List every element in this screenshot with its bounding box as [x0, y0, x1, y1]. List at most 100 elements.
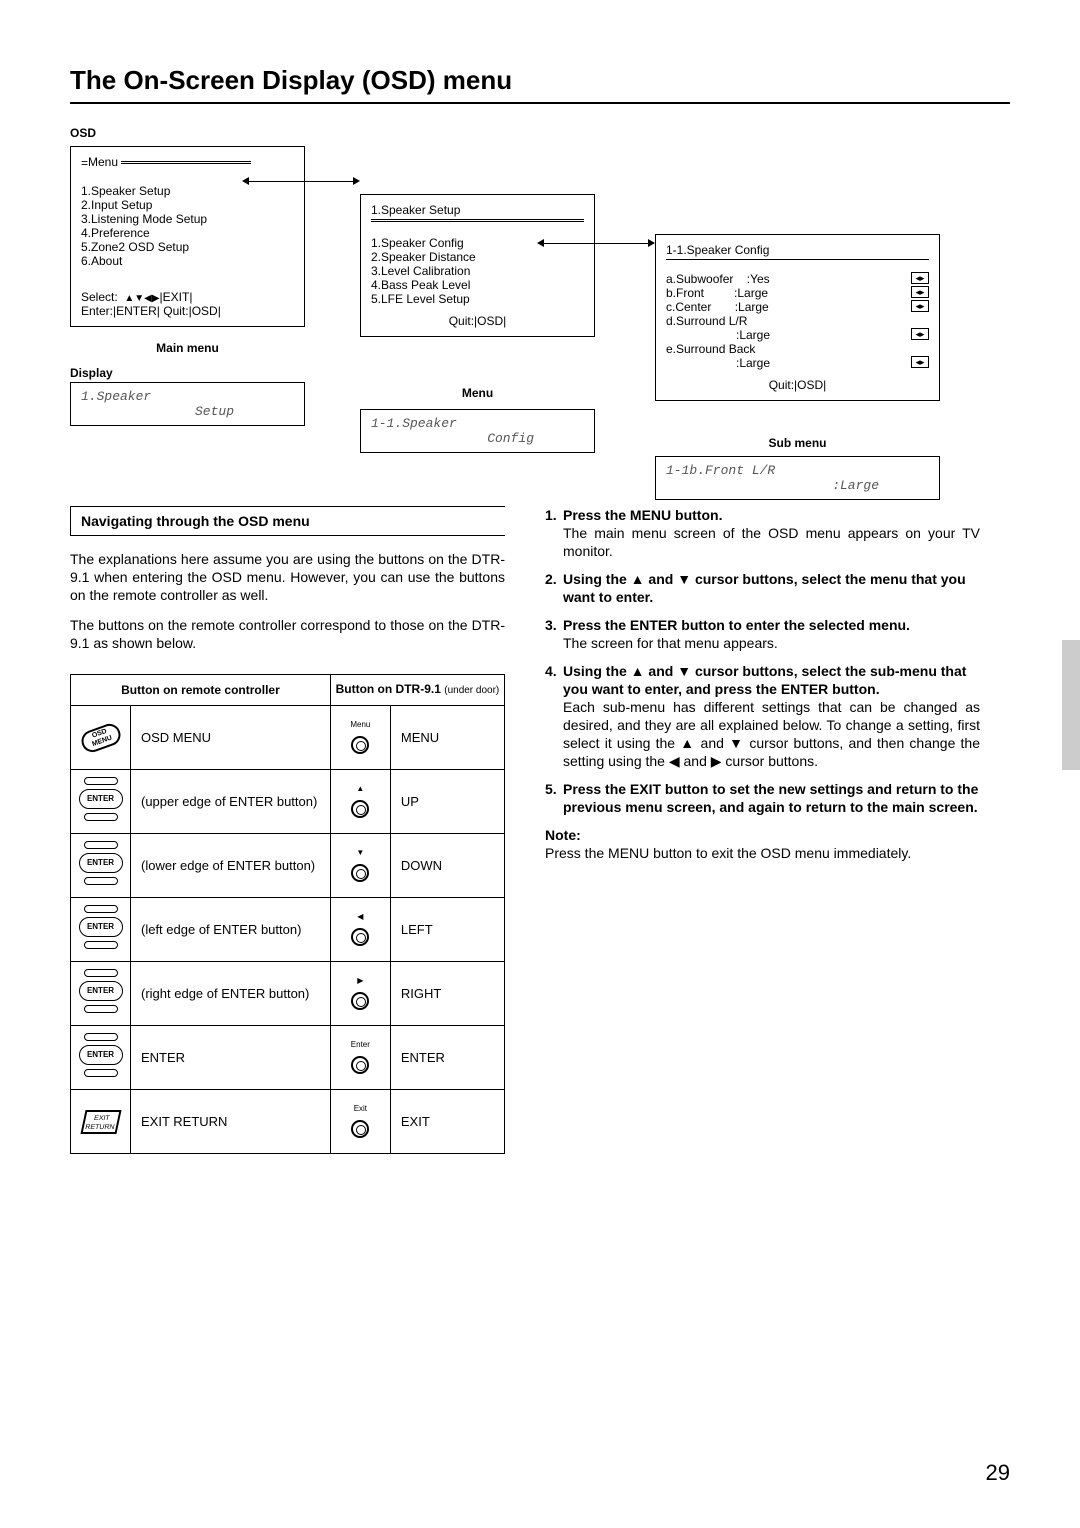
step2-h: Using the ▲ and ▼ cursor buttons, select… — [563, 570, 980, 606]
select-label: Select: — [81, 290, 118, 304]
sub-caption: Sub menu — [655, 436, 940, 450]
front-button-icon — [351, 928, 369, 946]
remote-icon-cell: EXITRETURN — [71, 1090, 131, 1154]
remote-icon-cell: ENTER — [71, 962, 131, 1026]
osd-label: OSD — [70, 126, 1010, 140]
front-btn-toplabel: ▼ — [331, 844, 390, 862]
sub-quit: Quit:|OSD| — [666, 378, 929, 392]
main-item: 5.Zone2 OSD Setup — [81, 240, 294, 254]
front-button-icon — [351, 1120, 369, 1138]
front-label: RIGHT — [390, 962, 504, 1026]
front-icon-cell: Exit — [330, 1090, 390, 1154]
front-btn-toplabel: ◀ — [331, 908, 390, 926]
osd-flow-diagram: OSD =Menu 1.Speaker Setup 2.Input Setup … — [70, 126, 1010, 496]
page-tab-edge — [1062, 640, 1080, 770]
sub-v: :Large — [666, 356, 770, 370]
main-item: 2.Input Setup — [81, 198, 294, 212]
osd-menu-icon: OSDMENU — [78, 720, 123, 754]
remote-label: ENTER — [131, 1026, 331, 1090]
remote-icon-cell: ENTER — [71, 834, 131, 898]
remote-label: (left edge of ENTER button) — [131, 898, 331, 962]
step5-h: Press the EXIT button to set the new set… — [563, 780, 980, 816]
front-btn-toplabel: ▲ — [331, 780, 390, 798]
adjust-icon: ◂▸ — [911, 300, 929, 312]
enter-button-icon: ENTER — [79, 841, 123, 885]
step1-b: The main menu screen of the OSD menu app… — [545, 524, 980, 560]
remote-label: OSD MENU — [131, 706, 331, 770]
select-sym: |EXIT| — [160, 290, 193, 304]
sub-v: :Large — [734, 286, 768, 300]
main-item: 6.About — [81, 254, 294, 268]
step3-b: The screen for that menu appears. — [545, 634, 980, 652]
nav-p2: The buttons on the remote controller cor… — [70, 616, 505, 652]
front-label: DOWN — [390, 834, 504, 898]
sub-k: d.Surround L/R — [666, 314, 747, 328]
front-label: EXIT — [390, 1090, 504, 1154]
front-label: MENU — [390, 706, 504, 770]
enter-button-icon: ENTER — [79, 969, 123, 1013]
menu-item: 3.Level Calibration — [371, 264, 584, 278]
disp2-l2: Config — [371, 431, 584, 446]
exit-return-icon: EXITRETURN — [80, 1110, 121, 1134]
front-icon-cell: ▲ — [330, 770, 390, 834]
note-head: Note: — [545, 826, 980, 844]
step4-h: Using the ▲ and ▼ cursor buttons, select… — [563, 662, 980, 698]
osd-menu-box: 1.Speaker Setup 1.Speaker Config 2.Speak… — [360, 194, 595, 337]
front-btn-toplabel: Exit — [331, 1100, 390, 1118]
steps-list: 1.Press the MENU button. The main menu s… — [545, 506, 980, 816]
remote-icon-cell: ENTER — [71, 1026, 131, 1090]
display-label: Display — [70, 366, 113, 380]
main-item: 3.Listening Mode Setup — [81, 212, 294, 226]
menu-item: 2.Speaker Distance — [371, 250, 584, 264]
osd-main-box: =Menu 1.Speaker Setup 2.Input Setup 3.Li… — [70, 146, 305, 327]
front-icon-cell: Enter — [330, 1026, 390, 1090]
nav-p1: The explanations here assume you are usi… — [70, 550, 505, 604]
menu-item: 4.Bass Peak Level — [371, 278, 584, 292]
front-button-icon — [351, 992, 369, 1010]
display-box-1: 1.Speaker Setup — [70, 382, 305, 426]
disp1-l1: 1.Speaker — [81, 389, 294, 404]
osd-sub-box: 1-1.Speaker Config a.Subwoofer :Yes◂▸ b.… — [655, 234, 940, 401]
front-btn-toplabel: Menu — [331, 716, 390, 734]
remote-icon-cell: ENTER — [71, 770, 131, 834]
main-title: Menu — [88, 155, 118, 169]
left-column: Navigating through the OSD menu The expl… — [70, 506, 505, 1154]
sub-k: a.Subwoofer — [666, 272, 733, 286]
menu-item: 5.LFE Level Setup — [371, 292, 584, 306]
remote-icon-cell: OSDMENU — [71, 706, 131, 770]
step3-h: Press the ENTER button to enter the sele… — [563, 616, 910, 634]
front-label: LEFT — [390, 898, 504, 962]
disp3-l1: 1-1b.Front L/R — [666, 463, 929, 478]
front-button-icon — [351, 1056, 369, 1074]
sub-title: 1-1.Speaker Config — [666, 243, 929, 257]
right-column: 1.Press the MENU button. The main menu s… — [545, 506, 980, 1154]
front-icon-cell: ▼ — [330, 834, 390, 898]
sub-k: c.Center — [666, 300, 711, 314]
disp2-l1: 1-1.Speaker — [371, 416, 584, 431]
enter-button-icon: ENTER — [79, 1033, 123, 1077]
remote-label: (right edge of ENTER button) — [131, 962, 331, 1026]
step1-h: Press the MENU button. — [563, 506, 722, 524]
main-caption: Main menu — [70, 341, 305, 355]
sub-k: b.Front — [666, 286, 704, 300]
front-label: ENTER — [390, 1026, 504, 1090]
button-table: Button on remote controller Button on DT… — [70, 674, 505, 1154]
front-btn-toplabel: Enter — [331, 1036, 390, 1054]
front-btn-toplabel: ▶ — [331, 972, 390, 990]
front-button-icon — [351, 800, 369, 818]
nav-heading: Navigating through the OSD menu — [70, 506, 505, 536]
front-label: UP — [390, 770, 504, 834]
step4-b: Each sub-menu has different settings tha… — [545, 698, 980, 770]
adjust-icon: ◂▸ — [911, 286, 929, 298]
enter-button-icon: ENTER — [79, 905, 123, 949]
enter-label: Enter:|ENTER| Quit:|OSD| — [81, 304, 294, 318]
remote-label: (upper edge of ENTER button) — [131, 770, 331, 834]
disp1-l2: Setup — [81, 404, 294, 419]
menu-title: 1.Speaker Setup — [371, 203, 584, 217]
table-h1: Button on remote controller — [71, 675, 331, 706]
enter-button-icon: ENTER — [79, 777, 123, 821]
remote-icon-cell: ENTER — [71, 898, 131, 962]
main-item: 1.Speaker Setup — [81, 184, 294, 198]
page-title: The On-Screen Display (OSD) menu — [70, 65, 1010, 104]
page-number: 29 — [986, 1460, 1010, 1486]
